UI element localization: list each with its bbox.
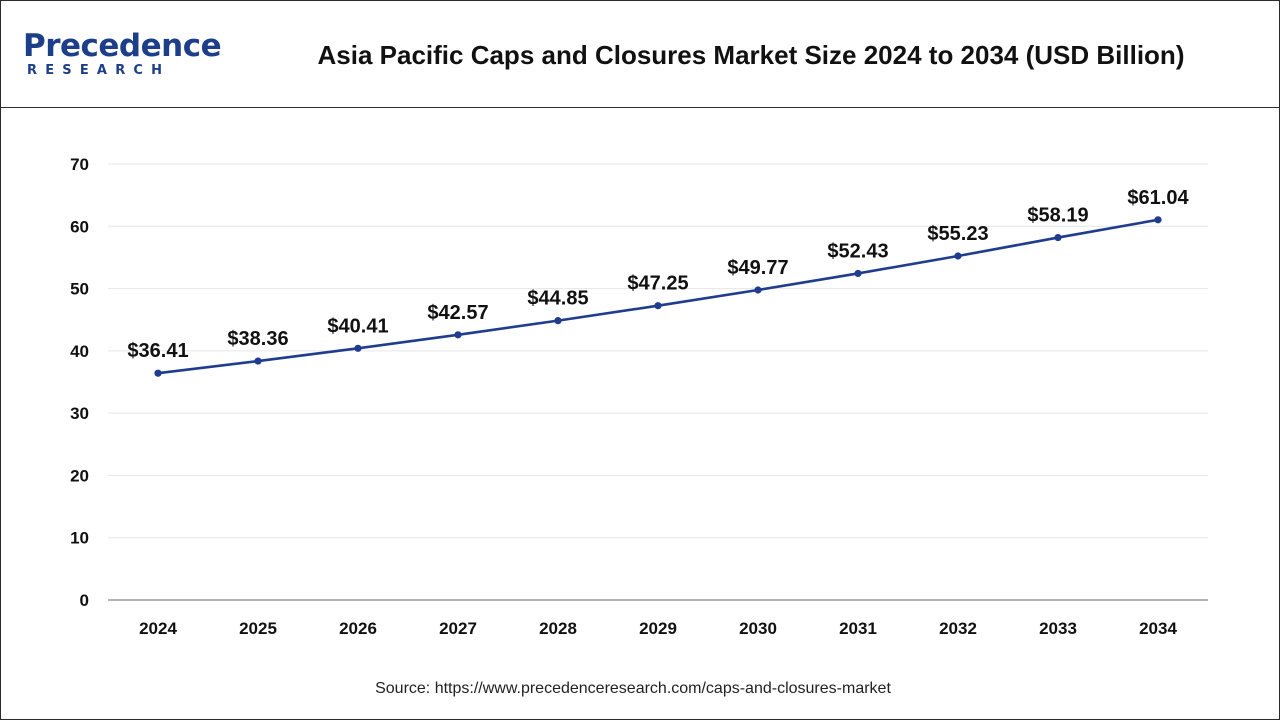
data-labels: $36.41 $38.36 $40.41 $42.57 $44.85 $47.25 $49.… bbox=[127, 187, 1189, 362]
data-label: $38.36 bbox=[227, 328, 288, 350]
data-label: $36.41 bbox=[127, 340, 188, 362]
data-point bbox=[854, 269, 862, 278]
data-label: $40.41 bbox=[327, 315, 388, 337]
x-tick-label: 2025 bbox=[239, 619, 277, 638]
brand-name: Precedence bbox=[23, 28, 222, 64]
x-tick-label: 2026 bbox=[339, 619, 377, 638]
data-point bbox=[754, 286, 762, 294]
y-tick-label: 60 bbox=[70, 217, 89, 236]
x-tick-label: 2029 bbox=[639, 619, 677, 638]
y-tick-label: 40 bbox=[70, 342, 89, 361]
x-tick-label: 2032 bbox=[939, 619, 977, 638]
data-label: $47.25 bbox=[627, 273, 688, 295]
y-tick-label: 50 bbox=[70, 280, 89, 299]
x-tick-label: 2024 bbox=[139, 619, 177, 638]
source-note: Source: https://www.precedenceresearch.c… bbox=[375, 680, 891, 697]
data-point bbox=[454, 331, 462, 339]
series-group bbox=[154, 216, 1162, 377]
data-point bbox=[954, 252, 962, 260]
data-label: $55.23 bbox=[927, 223, 988, 245]
series-line bbox=[157, 218, 1159, 375]
y-tick-label: 0 bbox=[80, 591, 89, 610]
brand-logo: Precedence RESEARCH bbox=[23, 29, 222, 85]
data-point bbox=[154, 369, 162, 377]
data-point bbox=[654, 302, 662, 310]
y-tick-label: 70 bbox=[70, 155, 89, 174]
data-label: $44.85 bbox=[527, 288, 588, 310]
header: Precedence RESEARCH Asia Pacific Caps an… bbox=[1, 1, 1279, 108]
x-tick-label: 2027 bbox=[439, 619, 477, 638]
data-point bbox=[1154, 216, 1162, 224]
x-tick-label: 2028 bbox=[539, 619, 577, 638]
x-tick-label: 2031 bbox=[839, 619, 877, 638]
brand-subtitle: RESEARCH bbox=[27, 63, 171, 78]
data-point bbox=[354, 344, 362, 352]
x-axis: 2024 2025 2026 2027 2028 2029 2030 2031 2032 2033… bbox=[108, 599, 1208, 638]
data-label: $61.04 bbox=[1127, 187, 1189, 209]
y-tick-label: 20 bbox=[70, 466, 89, 485]
data-point bbox=[554, 317, 562, 325]
data-label: $42.57 bbox=[427, 302, 488, 324]
data-point bbox=[254, 357, 262, 365]
x-tick-label: 2030 bbox=[739, 619, 777, 638]
chart-title: Asia Pacific Caps and Closures Market Si… bbox=[317, 40, 1185, 70]
data-point bbox=[1054, 233, 1062, 242]
y-axis: 0 10 20 30 40 50 60 70 bbox=[70, 155, 89, 610]
y-tick-label: 10 bbox=[70, 529, 89, 548]
data-label: $49.77 bbox=[727, 257, 788, 279]
x-tick-label: 2034 bbox=[1139, 619, 1177, 638]
grid-lines bbox=[108, 163, 1208, 539]
data-label: $52.43 bbox=[827, 240, 888, 262]
data-label: $58.19 bbox=[1027, 205, 1088, 227]
y-tick-label: 30 bbox=[70, 404, 89, 423]
x-tick-label: 2033 bbox=[1039, 619, 1077, 638]
